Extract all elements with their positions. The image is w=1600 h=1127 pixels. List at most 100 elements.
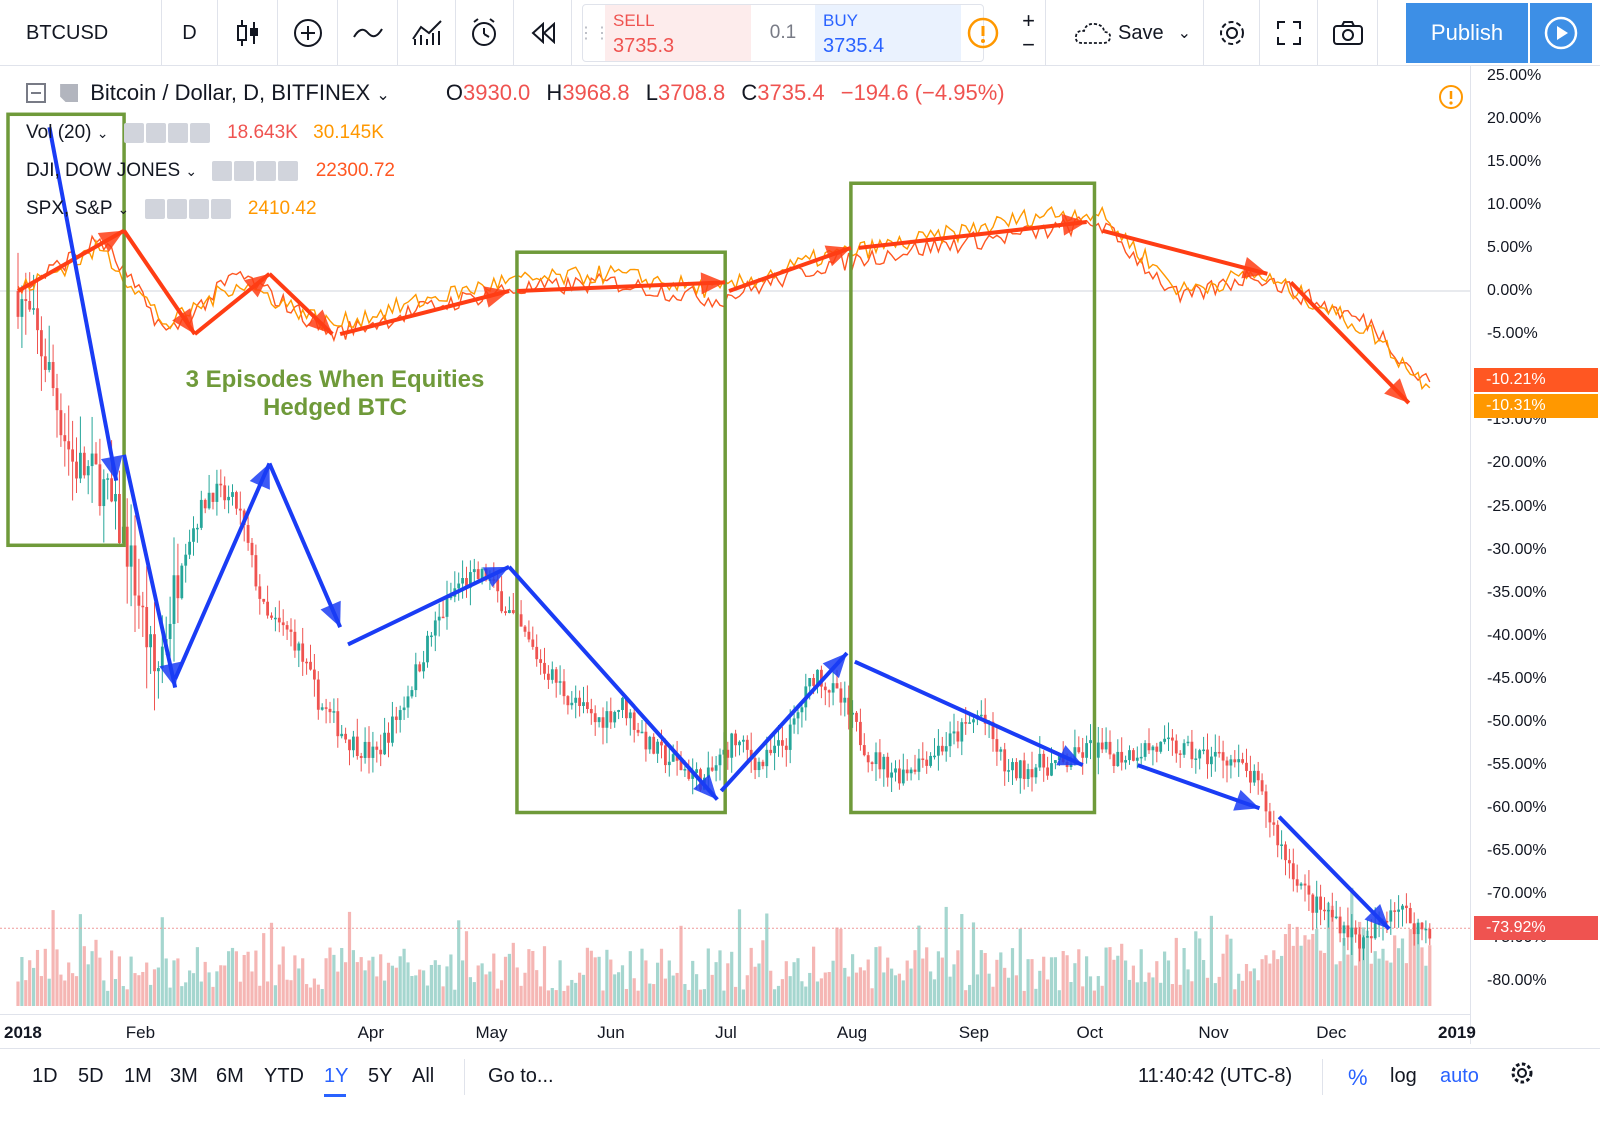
gear-icon[interactable]: [234, 160, 255, 181]
camera-icon[interactable]: [1318, 0, 1378, 66]
plus-icon[interactable]: [256, 160, 277, 181]
candle-body: [1334, 916, 1338, 919]
interval-button[interactable]: D: [162, 0, 218, 66]
eye-icon[interactable]: [123, 122, 144, 143]
candle-body: [1346, 925, 1350, 938]
play-icon[interactable]: [1530, 3, 1592, 63]
plus-icon[interactable]: [188, 198, 209, 219]
range-5d[interactable]: 5D: [78, 1065, 104, 1087]
save-button[interactable]: Save ⌄: [1062, 0, 1204, 66]
volume-bar: [605, 949, 609, 1006]
candle-body: [51, 362, 55, 389]
candle-body: [609, 711, 613, 723]
volume-bar: [1264, 955, 1268, 1006]
range-5y[interactable]: 5Y: [368, 1065, 393, 1087]
auto-toggle[interactable]: auto: [1440, 1065, 1479, 1087]
symbol-search-button[interactable]: BTCUSD: [0, 0, 162, 66]
indicator-vol[interactable]: Vol (20) ⌄ 18.643K 30.145K: [26, 122, 384, 144]
percent-toggle[interactable]: %: [1348, 1065, 1368, 1090]
candle-body: [1408, 908, 1412, 924]
fullscreen-icon[interactable]: [1260, 0, 1318, 66]
volume-bar: [281, 946, 285, 1006]
zoom-in-icon[interactable]: +: [1022, 8, 1035, 33]
volume-bar: [254, 950, 258, 1006]
gear-icon[interactable]: [145, 122, 166, 143]
range-1y[interactable]: 1Y: [324, 1065, 349, 1087]
time-axis[interactable]: 2018 Feb Apr May Jun Jul Aug Sep Oct Nov Dec 2019: [0, 1014, 1476, 1046]
candle-body: [621, 697, 624, 711]
candle-body: [1229, 759, 1233, 766]
legend-title[interactable]: Bitcoin / Dollar, D, BITFINEX: [90, 80, 371, 105]
indicator-dji[interactable]: DJI, DOW JONES ⌄ 22300.72: [26, 160, 395, 182]
candle-body: [523, 626, 527, 632]
candle-body: [1311, 894, 1315, 913]
candle-body: [636, 729, 640, 733]
alert-clock-icon[interactable]: [456, 0, 514, 66]
volume-bar: [796, 958, 800, 1006]
volume-bar: [1014, 975, 1018, 1006]
y-tick-label: -55.00%: [1487, 756, 1547, 774]
plus-icon[interactable]: [167, 122, 188, 143]
volume-bar: [328, 947, 332, 1006]
range-all[interactable]: All: [412, 1065, 435, 1087]
replay-icon[interactable]: [514, 0, 572, 66]
eye-icon[interactable]: [212, 160, 233, 181]
candle-body: [664, 745, 667, 766]
trend-arrow-line: [516, 280, 726, 293]
goto-button[interactable]: Go to...: [488, 1065, 554, 1087]
close-icon[interactable]: [189, 122, 210, 143]
volume-bar: [1322, 952, 1327, 1006]
y-tick-label: -65.00%: [1487, 842, 1547, 860]
settings-gear-icon[interactable]: [1510, 1061, 1534, 1091]
buy-button[interactable]: BUY 3735.4: [815, 5, 961, 61]
candles-icon[interactable]: [218, 0, 278, 66]
settings-gear-icon[interactable]: [1204, 0, 1260, 66]
sell-button[interactable]: SELL 3735.3: [605, 5, 751, 61]
candle-body: [1124, 760, 1127, 763]
volume-bar: [137, 975, 141, 1006]
legend-alert-icon[interactable]: [1438, 84, 1464, 115]
compare-add-icon[interactable]: [278, 0, 338, 66]
zoom-out-icon[interactable]: −: [1022, 32, 1035, 57]
range-6m[interactable]: 6M: [216, 1065, 244, 1087]
range-ytd[interactable]: YTD: [264, 1065, 304, 1087]
price-scale[interactable]: 25.00% 20.00% 15.00% 10.00% 5.00% 0.00% -5.00%…: [1470, 66, 1600, 1044]
indicators-icon[interactable]: [338, 0, 398, 66]
volume-bar: [1291, 945, 1295, 1006]
volume-bar: [1311, 933, 1315, 1006]
log-toggle[interactable]: log: [1390, 1065, 1417, 1087]
candle-body: [67, 441, 71, 450]
publish-button[interactable]: Publish: [1406, 3, 1528, 63]
close-icon[interactable]: [278, 160, 299, 181]
candle-body: [1330, 909, 1334, 918]
templates-icon[interactable]: [398, 0, 456, 66]
candle-body: [937, 745, 940, 756]
range-1d[interactable]: 1D: [32, 1065, 58, 1087]
clock-label[interactable]: 11:40:42 (UTC-8): [1138, 1065, 1293, 1087]
candle-body: [79, 452, 82, 479]
collapse-legend-icon[interactable]: [26, 83, 46, 103]
price-chart[interactable]: [0, 66, 1470, 1014]
close-icon[interactable]: [210, 198, 231, 219]
drag-handle-icon[interactable]: ⋮⋮: [578, 25, 610, 42]
indicator-spx-controls[interactable]: [144, 198, 233, 220]
eye-icon[interactable]: [144, 198, 165, 219]
candle-body: [788, 724, 792, 750]
gear-icon[interactable]: [166, 198, 187, 219]
candle-body: [831, 683, 835, 693]
info-icon[interactable]: [956, 0, 1010, 66]
indicator-spx[interactable]: SPX, S&P ⌄ 2410.42: [26, 198, 317, 220]
trend-arrow-head: [1233, 789, 1260, 811]
range-1m[interactable]: 1M: [124, 1065, 152, 1087]
indicator-vol-controls[interactable]: [123, 122, 212, 144]
volume-bar: [847, 976, 851, 1006]
volume-bar: [418, 969, 422, 1006]
range-3m[interactable]: 3M: [170, 1065, 198, 1087]
x-tick-label: May: [475, 1023, 508, 1042]
candle-body: [82, 452, 86, 476]
volume-bar: [1073, 963, 1077, 1006]
buy-value: 3735.4: [823, 35, 885, 57]
legend-chevron-icon[interactable]: ⌄: [376, 87, 390, 104]
interval-label: D: [182, 21, 197, 44]
indicator-dji-controls[interactable]: [212, 160, 300, 182]
